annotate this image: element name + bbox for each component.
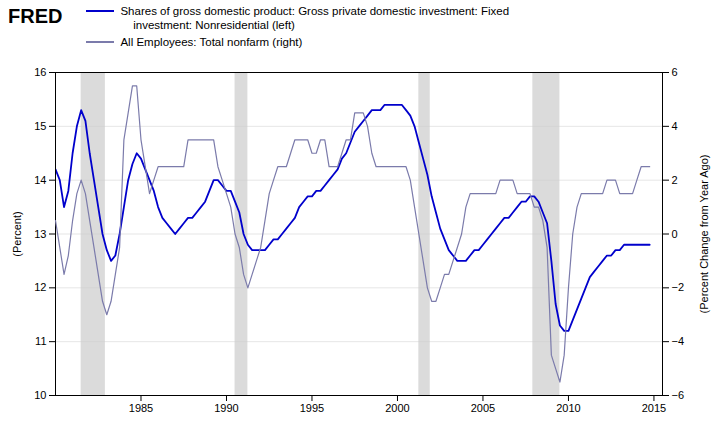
svg-text:−4: −4 xyxy=(672,335,685,347)
svg-text:12: 12 xyxy=(34,281,46,293)
svg-text:1985: 1985 xyxy=(129,402,153,414)
svg-text:6: 6 xyxy=(672,66,678,78)
svg-text:−2: −2 xyxy=(672,281,685,293)
html-text:All Employees: Total nonfarm (: All Employees: Total nonfarm (right) xyxy=(120,36,303,48)
svg-text:11: 11 xyxy=(35,335,46,347)
svg-text:−6: −6 xyxy=(672,389,685,401)
html-text:FRED: FRED xyxy=(8,5,63,27)
svg-text:(Percent Change from Year Ago): (Percent Change from Year Ago) xyxy=(698,155,710,314)
svg-text:2015: 2015 xyxy=(642,402,666,414)
svg-text:2005: 2005 xyxy=(471,402,495,414)
svg-text:2000: 2000 xyxy=(385,402,409,414)
svg-text:10: 10 xyxy=(34,389,46,401)
svg-text:13: 13 xyxy=(34,228,46,240)
svg-text:(Percent): (Percent) xyxy=(11,211,23,256)
svg-text:15: 15 xyxy=(34,120,46,132)
svg-text:14: 14 xyxy=(34,174,46,186)
html-text:Shares of gross domestic produ: Shares of gross domestic product: Gross … xyxy=(120,5,510,31)
svg-text:2: 2 xyxy=(672,174,678,186)
svg-text:16: 16 xyxy=(34,66,46,78)
svg-text:1990: 1990 xyxy=(214,402,238,414)
svg-text:0: 0 xyxy=(672,228,678,240)
svg-text:4: 4 xyxy=(672,120,678,132)
svg-text:2010: 2010 xyxy=(556,402,580,414)
svg-text:1995: 1995 xyxy=(300,402,324,414)
